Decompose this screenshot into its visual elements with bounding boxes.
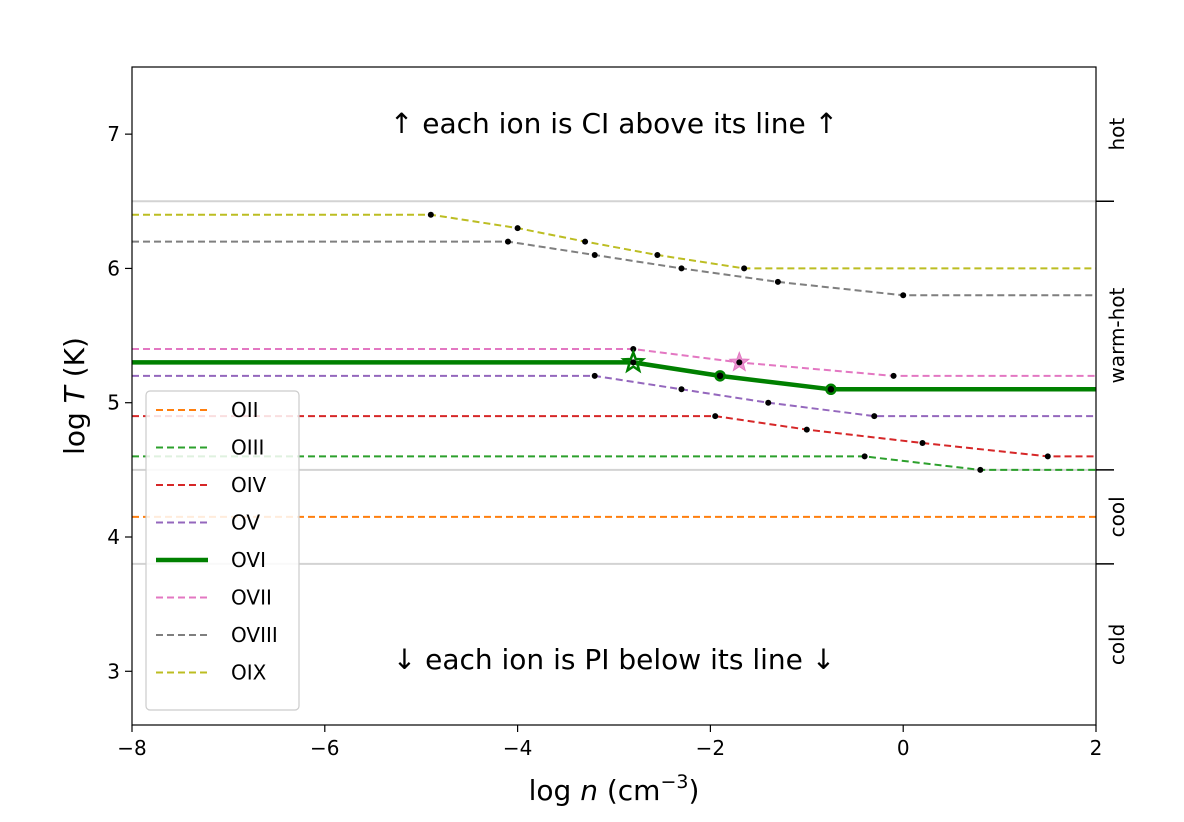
- star-center-ovii: [736, 359, 743, 366]
- band-label-warm-hot: warm-hot: [1105, 287, 1129, 383]
- x-tick-label: −8: [117, 736, 146, 760]
- legend-label-oiii: OIII: [231, 436, 264, 460]
- series-line-oiv: [132, 415, 1096, 458]
- legend-label-oii: OII: [231, 398, 259, 422]
- right-axis-ticks: [1096, 200, 1114, 565]
- legend-label-oiv: OIV: [231, 473, 267, 497]
- data-point-oiv: [919, 440, 926, 446]
- annotation-top: ↑ each ion is CI above its line ↑: [390, 107, 838, 140]
- data-point-oiii: [861, 453, 868, 460]
- x-tick-label: 2: [1090, 736, 1103, 760]
- band-label-cold: cold: [1105, 624, 1129, 665]
- data-point-oiv: [712, 413, 719, 420]
- data-point-oix: [741, 265, 748, 272]
- band-label-cool: cool: [1105, 496, 1129, 537]
- data-point-oviii: [774, 278, 781, 285]
- data-point-oix: [427, 211, 434, 218]
- x-tick-label: −4: [503, 736, 532, 760]
- y-axis-ticks: 3 4 5 6 7: [107, 122, 132, 683]
- x-tick-label: −2: [696, 736, 725, 760]
- data-point-ov: [765, 399, 772, 406]
- series-line-oiii: [132, 455, 1096, 471]
- y-axis-label-group: log T (K): [58, 337, 91, 455]
- x-tick-label: 0: [897, 736, 910, 760]
- annotation-bottom: ↓ each ion is PI below its line ↓: [393, 643, 836, 676]
- legend-label-ov: OV: [231, 511, 260, 535]
- y-tick-label: 6: [107, 256, 120, 280]
- data-point-oviii: [504, 238, 511, 245]
- data-point-ov: [591, 372, 598, 379]
- data-point-ov: [678, 386, 685, 393]
- star-marker-ovi: [620, 348, 647, 374]
- legend-box: [145, 390, 300, 711]
- data-point-oviii: [900, 292, 907, 299]
- y-tick-label: 5: [107, 391, 120, 415]
- band-label-hot: hot: [1105, 118, 1129, 151]
- plot-frame: [131, 66, 1097, 726]
- legend: OII OIII OIV OV OVI OVII OVIII OIX: [145, 390, 300, 711]
- data-point-oiv: [803, 426, 810, 433]
- x-tick-label: −6: [310, 736, 339, 760]
- legend-label-oix: OIX: [231, 661, 267, 685]
- data-point-ovi: [714, 370, 726, 382]
- data-point-oviii: [591, 252, 598, 258]
- x-axis-label: log n (cm−3): [529, 771, 700, 807]
- y-tick-label: 7: [107, 122, 120, 146]
- legend-label-ovi: OVI: [231, 548, 266, 572]
- band-labels: hot warm-hot cool cold: [1105, 118, 1129, 666]
- data-point-oiii: [977, 466, 984, 473]
- series-line-oviii: [132, 240, 1096, 297]
- star-center-ovi: [630, 359, 637, 366]
- y-axis-label: log T (K): [58, 337, 91, 455]
- data-point-oix: [582, 238, 589, 245]
- data-point-ov: [871, 413, 878, 420]
- data-point-oix: [514, 225, 521, 232]
- legend-label-ovii: OVII: [231, 586, 272, 610]
- data-point-ovii: [890, 372, 897, 379]
- x-axis-ticks: −8 −6 −4 −2 0 2: [117, 725, 1102, 760]
- data-point-oix: [654, 252, 661, 258]
- data-point-oviii: [678, 265, 685, 272]
- series-line-ov: [132, 374, 1096, 418]
- legend-label-oviii: OVIII: [231, 623, 278, 647]
- y-tick-label: 3: [107, 659, 120, 683]
- data-point-ovi: [825, 383, 837, 396]
- y-tick-label: 4: [107, 525, 120, 549]
- data-point-oiv: [1044, 453, 1051, 460]
